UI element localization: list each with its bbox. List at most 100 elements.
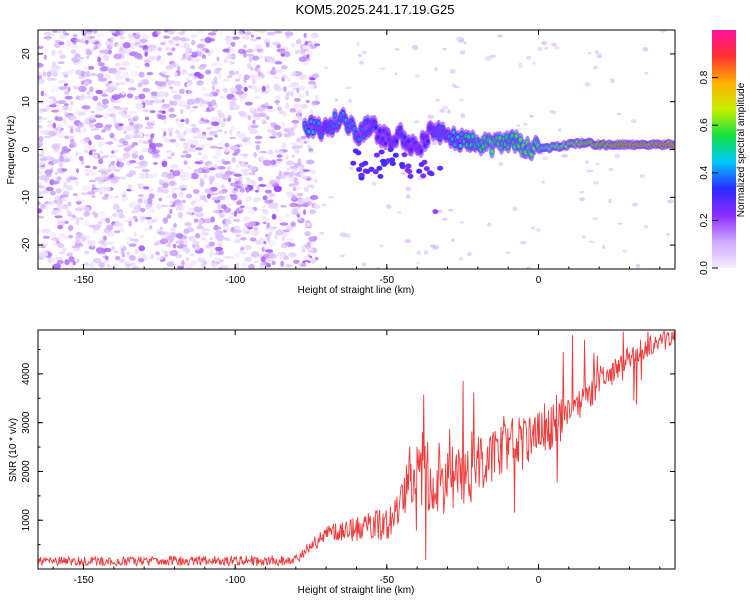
noise-blob [38, 201, 41, 206]
noise-blob [266, 257, 274, 262]
noise-blob [309, 209, 317, 215]
noise-blob [142, 87, 151, 93]
noise-blob [90, 128, 97, 131]
noise-blob [67, 225, 74, 231]
noise-blob [150, 120, 156, 124]
noise-blob [169, 227, 177, 233]
noise-blob [182, 150, 188, 154]
noise-blob [119, 221, 124, 228]
noise-blob [268, 127, 275, 131]
noise-blob [43, 54, 47, 60]
noise-blob [191, 51, 198, 57]
noise-blob [40, 203, 46, 210]
noise-blob [291, 154, 295, 159]
noise-blob [123, 146, 131, 152]
noise-blob [143, 199, 149, 204]
noise-blob [172, 243, 177, 249]
noise-blob [505, 251, 511, 254]
noise-blob [211, 121, 220, 127]
noise-blob [161, 110, 166, 114]
noise-blob [199, 160, 203, 163]
noise-blob [275, 229, 284, 236]
noise-blob [67, 201, 72, 207]
noise-blob [83, 108, 89, 114]
noise-blob [75, 95, 80, 100]
noise-blob [150, 133, 155, 138]
noise-blob [38, 136, 44, 142]
ridge-fragment [378, 149, 385, 155]
noise-blob [262, 119, 267, 123]
noise-blob [113, 263, 118, 269]
noise-blob [177, 122, 185, 127]
noise-blob [123, 107, 128, 112]
noise-blob [291, 208, 299, 216]
noise-blob [267, 149, 274, 155]
noise-blob [227, 114, 232, 121]
noise-blob [69, 177, 78, 181]
noise-blob [85, 170, 95, 176]
noise-blob [441, 105, 449, 111]
noise-blob [308, 201, 312, 205]
noise-blob [458, 99, 465, 102]
noise-blob [67, 114, 77, 121]
noise-blob [215, 88, 220, 94]
snr-xtick-label: -50 [380, 575, 395, 586]
noise-blob [305, 140, 310, 144]
noise-blob [57, 61, 65, 64]
noise-blob [38, 141, 43, 147]
noise-blob [295, 38, 302, 45]
noise-blob [314, 94, 319, 101]
noise-blob [287, 126, 296, 131]
noise-blob [59, 194, 69, 198]
noise-blob [173, 94, 182, 100]
noise-blob [160, 127, 167, 133]
noise-blob [340, 254, 345, 258]
noise-blob [175, 202, 183, 207]
noise-blob [171, 187, 180, 191]
noise-blob [95, 247, 104, 254]
noise-blob [266, 31, 275, 36]
noise-blob [277, 106, 282, 111]
noise-blob [264, 114, 268, 120]
noise-blob [277, 251, 283, 257]
noise-blob [266, 235, 271, 242]
noise-blob [120, 191, 127, 195]
noise-blob [51, 143, 61, 149]
noise-blob [121, 252, 126, 258]
noise-blob [155, 251, 160, 256]
noise-blob [198, 102, 206, 108]
noise-blob [243, 76, 247, 83]
noise-blob [134, 249, 139, 255]
noise-blob [161, 75, 170, 78]
noise-blob [140, 38, 147, 44]
noise-blob [73, 142, 77, 148]
noise-blob [102, 89, 107, 93]
noise-blob [111, 245, 115, 251]
noise-blob [526, 55, 531, 60]
noise-blob [280, 205, 287, 208]
noise-blob [204, 142, 212, 148]
noise-blob [219, 32, 224, 36]
noise-blob [266, 56, 275, 63]
colorbar-tick-label: 0.6 [699, 118, 710, 132]
noise-blob [253, 113, 261, 117]
noise-blob [216, 129, 223, 133]
noise-blob [236, 131, 241, 134]
noise-blob [166, 166, 170, 172]
noise-blob [153, 162, 158, 165]
noise-blob [99, 191, 103, 195]
noise-blob [247, 115, 252, 120]
noise-blob [442, 47, 447, 51]
noise-blob [315, 256, 319, 261]
noise-blob [92, 257, 102, 264]
noise-blob [49, 190, 56, 196]
noise-blob [179, 88, 185, 95]
noise-blob [602, 244, 606, 250]
noise-blob [451, 83, 457, 88]
noise-blob [235, 90, 245, 95]
ridge-fragment [420, 173, 427, 179]
ridge-fragment [432, 209, 439, 215]
noise-blob [226, 203, 232, 207]
noise-blob [114, 122, 120, 129]
noise-blob [221, 204, 227, 210]
